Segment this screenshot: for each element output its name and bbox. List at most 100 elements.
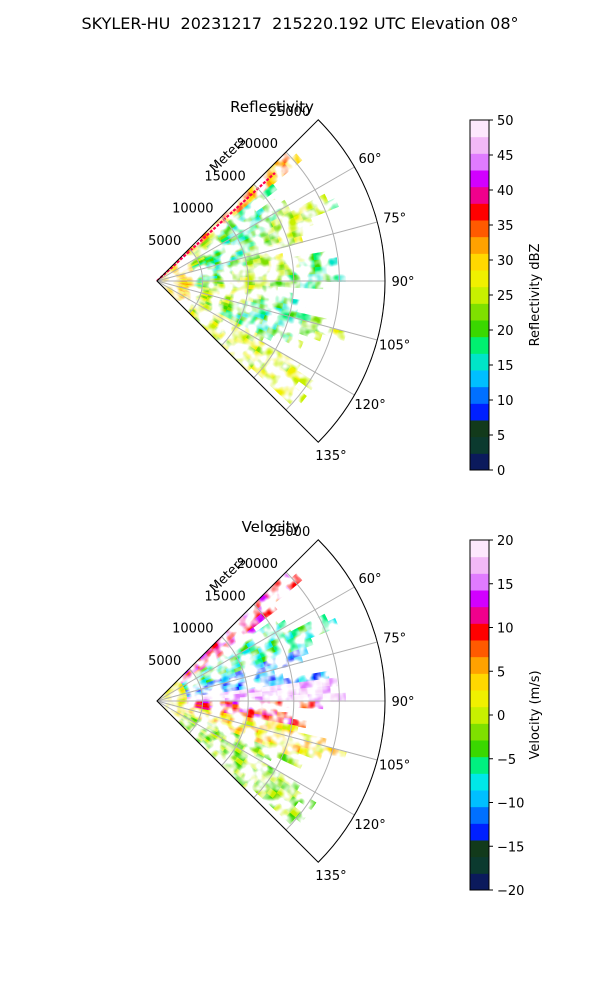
field-cell [186,274,195,278]
field-cell [207,731,217,738]
colorbar-tick-label: −20 [497,884,524,899]
field-cell [260,714,270,722]
field-cell [224,694,233,699]
field-cell [276,711,286,719]
field-cell [307,281,316,289]
field-cell [218,321,228,330]
field-cell [277,281,286,288]
field-cell [300,694,309,702]
figure-suptitle: SKYLER-HU 20231217 215220.192 UTC Elevat… [81,14,519,33]
field-cell [242,190,253,200]
field-cell [201,654,210,663]
field-cell [185,251,194,259]
field-cell [234,216,245,226]
field-cell [207,664,217,672]
field-cell [262,285,271,292]
field-cell [179,694,188,698]
field-cell [292,701,301,709]
field-cell [247,314,257,323]
field-cell [186,706,195,710]
azimuth-spoke [156,280,378,341]
field-cell [164,701,173,703]
field-cell [163,703,172,707]
field-cell [202,701,211,704]
field-cell [191,713,200,719]
field-cell [205,677,215,684]
field-cell [195,252,204,259]
field-cell [243,769,254,780]
field-cell [314,266,324,275]
field-cell [183,681,191,688]
field-cell [210,222,219,231]
field-cell [175,293,183,299]
field-cell [194,705,203,710]
field-cell [220,721,230,728]
field-cell [321,678,331,688]
field-cell [194,697,203,700]
field-cell [191,293,200,299]
field-cell [273,588,285,600]
field-cell [230,239,240,247]
field-cell [168,289,176,296]
field-cell [254,276,263,282]
field-cell [272,750,283,760]
field-cell [180,718,189,725]
field-cell [164,278,173,281]
field-cell [240,731,250,740]
field-cell [186,692,195,696]
field-cell [218,233,228,241]
field-cell [220,236,230,244]
field-cell [249,618,260,629]
field-cell [170,272,179,276]
field-cell [185,723,194,731]
field-cell [274,253,284,261]
field-cell [178,707,187,712]
field-cell [206,313,215,321]
field-cell [175,713,183,719]
field-cell [196,674,205,681]
field-cell [216,744,226,753]
field-cell [196,254,205,261]
field-cell [241,326,252,335]
field-cell [190,679,199,686]
field-cell [231,620,242,631]
field-cell [164,277,173,280]
field-cell [243,742,254,751]
colorbar-tick-label: 40 [497,184,514,199]
field-cell [252,258,262,265]
colorbar-swatch [470,773,489,791]
colorbar-tick-label: 50 [497,114,514,129]
field-cell [227,252,237,259]
field-cell [267,254,277,262]
field-cell [247,704,256,711]
field-cell [262,271,271,277]
colorbar-swatch [470,790,489,808]
field-cell [168,710,175,717]
field-cell [300,281,309,289]
field-cell [231,266,240,272]
field-cell [171,702,180,706]
field-cell [177,688,186,693]
field-cell [327,617,339,630]
field-cell [197,300,206,306]
field-cell [195,303,204,310]
field-cell [215,663,225,670]
field-cell [245,358,256,369]
field-cell [194,285,203,290]
field-cell [293,338,304,349]
field-cell [184,264,193,270]
field-cell [292,274,301,282]
colorbar-swatch [470,220,489,238]
field-cell [168,686,176,692]
field-cell [252,337,262,347]
field-cell [200,712,209,718]
field-cell [262,696,271,702]
field-cell [240,199,251,209]
field-cell [231,732,241,740]
field-cell [210,234,220,243]
theta-tick-label: 120° [354,398,385,413]
field-cell [219,724,229,731]
field-cell [305,673,315,683]
field-cell [233,309,243,317]
field-cell [196,301,205,308]
